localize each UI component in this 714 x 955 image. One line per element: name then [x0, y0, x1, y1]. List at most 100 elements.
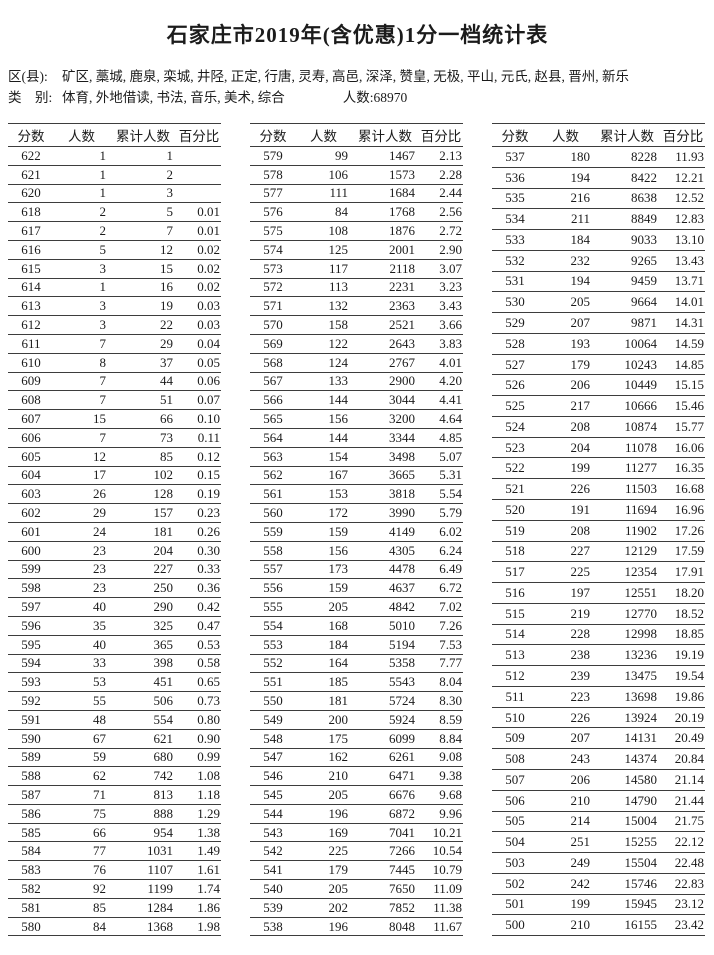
table-body: 579 99 1467 2.13 578 106 1573 2.28 577 111 1684 2.4…	[250, 146, 463, 937]
table-row: 605 12 85 0.12	[8, 447, 221, 467]
percent-cell: 11.09	[419, 879, 463, 899]
percent-cell: 0.58	[177, 654, 221, 674]
score-cell: 504	[492, 831, 538, 854]
score-cell: 572	[250, 278, 296, 298]
percent-cell	[177, 146, 221, 166]
table-row: 586 75 888 1.29	[8, 804, 221, 824]
cumulative-cell: 8422	[593, 167, 661, 189]
count-cell: 228	[538, 624, 593, 646]
percent-cell: 0.99	[177, 748, 221, 768]
percent-cell: 0.07	[177, 390, 221, 411]
percent-cell: 12.52	[661, 188, 705, 210]
table-row: 534 211 8849 12.83	[492, 208, 705, 231]
cumulative-cell: 1	[109, 146, 177, 166]
cumulative-cell: 9265	[593, 250, 661, 272]
cumulative-cell: 2900	[351, 372, 419, 392]
percent-cell: 11.67	[419, 917, 463, 937]
score-cell: 550	[250, 691, 296, 711]
table-row: 553 184 5194 7.53	[250, 635, 463, 655]
column-header: 百分比	[661, 123, 705, 147]
count-cell: 193	[538, 333, 593, 355]
table-row: 587 71 813 1.18	[8, 785, 221, 805]
percent-cell: 21.14	[661, 769, 705, 791]
percent-cell: 4.20	[419, 372, 463, 392]
score-cell: 526	[492, 374, 538, 397]
table-row: 523 204 11078 16.06	[492, 437, 705, 459]
score-cell: 578	[250, 165, 296, 185]
percent-cell: 15.77	[661, 416, 705, 438]
count-cell: 23	[54, 541, 109, 561]
table-body: 622 1 1 621 1 2 620 1 3 618 2 5 0.01 617 2 7 0.01 616 5 12 0…	[8, 146, 221, 937]
percent-cell: 2.90	[419, 240, 463, 260]
cumulative-cell: 6099	[351, 729, 419, 749]
table-row: 538 196 8048 11.67	[250, 917, 463, 937]
count-cell: 251	[538, 831, 593, 854]
score-cell: 570	[250, 315, 296, 335]
cumulative-cell: 5924	[351, 710, 419, 730]
cumulative-cell: 16155	[593, 914, 661, 937]
percent-cell: 23.12	[661, 894, 705, 916]
count-cell: 154	[296, 447, 351, 467]
cumulative-cell: 680	[109, 748, 177, 768]
cumulative-cell: 7650	[351, 879, 419, 899]
score-cell: 532	[492, 250, 538, 272]
score-cell: 606	[8, 428, 54, 448]
cumulative-cell: 3665	[351, 466, 419, 486]
column-header: 百分比	[419, 123, 463, 147]
score-cell: 595	[8, 635, 54, 655]
score-cell: 505	[492, 811, 538, 833]
percent-cell: 6.49	[419, 560, 463, 580]
table-row: 503 249 15504 22.48	[492, 852, 705, 874]
percent-cell: 0.15	[177, 466, 221, 486]
table-row: 549 200 5924 8.59	[250, 710, 463, 730]
score-table-3: 分数 人数 累计人数 百分比 537 180 8228 11.93 536 194 8422 12.…	[492, 123, 705, 937]
cumulative-cell: 1031	[109, 841, 177, 862]
table-row: 507 206 14580 21.14	[492, 769, 705, 791]
score-cell: 576	[250, 202, 296, 223]
cumulative-cell: 22	[109, 315, 177, 335]
count-cell: 159	[296, 522, 351, 542]
count-cell: 179	[538, 354, 593, 376]
score-cell: 558	[250, 541, 296, 561]
percent-cell: 10.21	[419, 823, 463, 843]
cumulative-cell: 9033	[593, 229, 661, 251]
table-row: 536 194 8422 12.21	[492, 167, 705, 189]
percent-cell: 14.01	[661, 291, 705, 314]
percent-cell: 6.02	[419, 522, 463, 542]
score-cell: 597	[8, 597, 54, 617]
table-row: 620 1 3	[8, 184, 221, 204]
cumulative-cell: 10874	[593, 416, 661, 438]
percent-cell: 23.42	[661, 914, 705, 937]
cumulative-cell: 2767	[351, 353, 419, 373]
cumulative-cell: 15	[109, 259, 177, 279]
percent-cell: 0.65	[177, 672, 221, 693]
count-cell: 24	[54, 522, 109, 542]
percent-cell: 20.49	[661, 727, 705, 750]
score-cell: 508	[492, 748, 538, 770]
table-row: 531 194 9459 13.71	[492, 271, 705, 293]
percent-cell: 4.41	[419, 390, 463, 411]
table-row: 608 7 51 0.07	[8, 390, 221, 411]
score-cell: 612	[8, 315, 54, 335]
table-row: 589 59 680 0.99	[8, 748, 221, 768]
cumulative-cell: 14580	[593, 769, 661, 791]
score-cell: 511	[492, 686, 538, 708]
score-cell: 551	[250, 672, 296, 693]
count-cell: 33	[54, 654, 109, 674]
column-header: 人数	[296, 123, 351, 147]
cumulative-cell: 8228	[593, 146, 661, 168]
score-cell: 609	[8, 372, 54, 392]
score-cell: 616	[8, 240, 54, 260]
count-cell: 3	[54, 315, 109, 335]
score-cell: 536	[492, 167, 538, 189]
cumulative-cell: 12129	[593, 541, 661, 563]
column-header: 累计人数	[109, 123, 177, 147]
count-cell: 223	[538, 686, 593, 708]
count-cell: 206	[538, 769, 593, 791]
table-row: 601 24 181 0.26	[8, 522, 221, 542]
percent-cell: 0.01	[177, 202, 221, 223]
count-cell: 2	[54, 221, 109, 241]
cumulative-cell: 204	[109, 541, 177, 561]
cumulative-cell: 742	[109, 766, 177, 787]
percent-cell: 19.86	[661, 686, 705, 708]
